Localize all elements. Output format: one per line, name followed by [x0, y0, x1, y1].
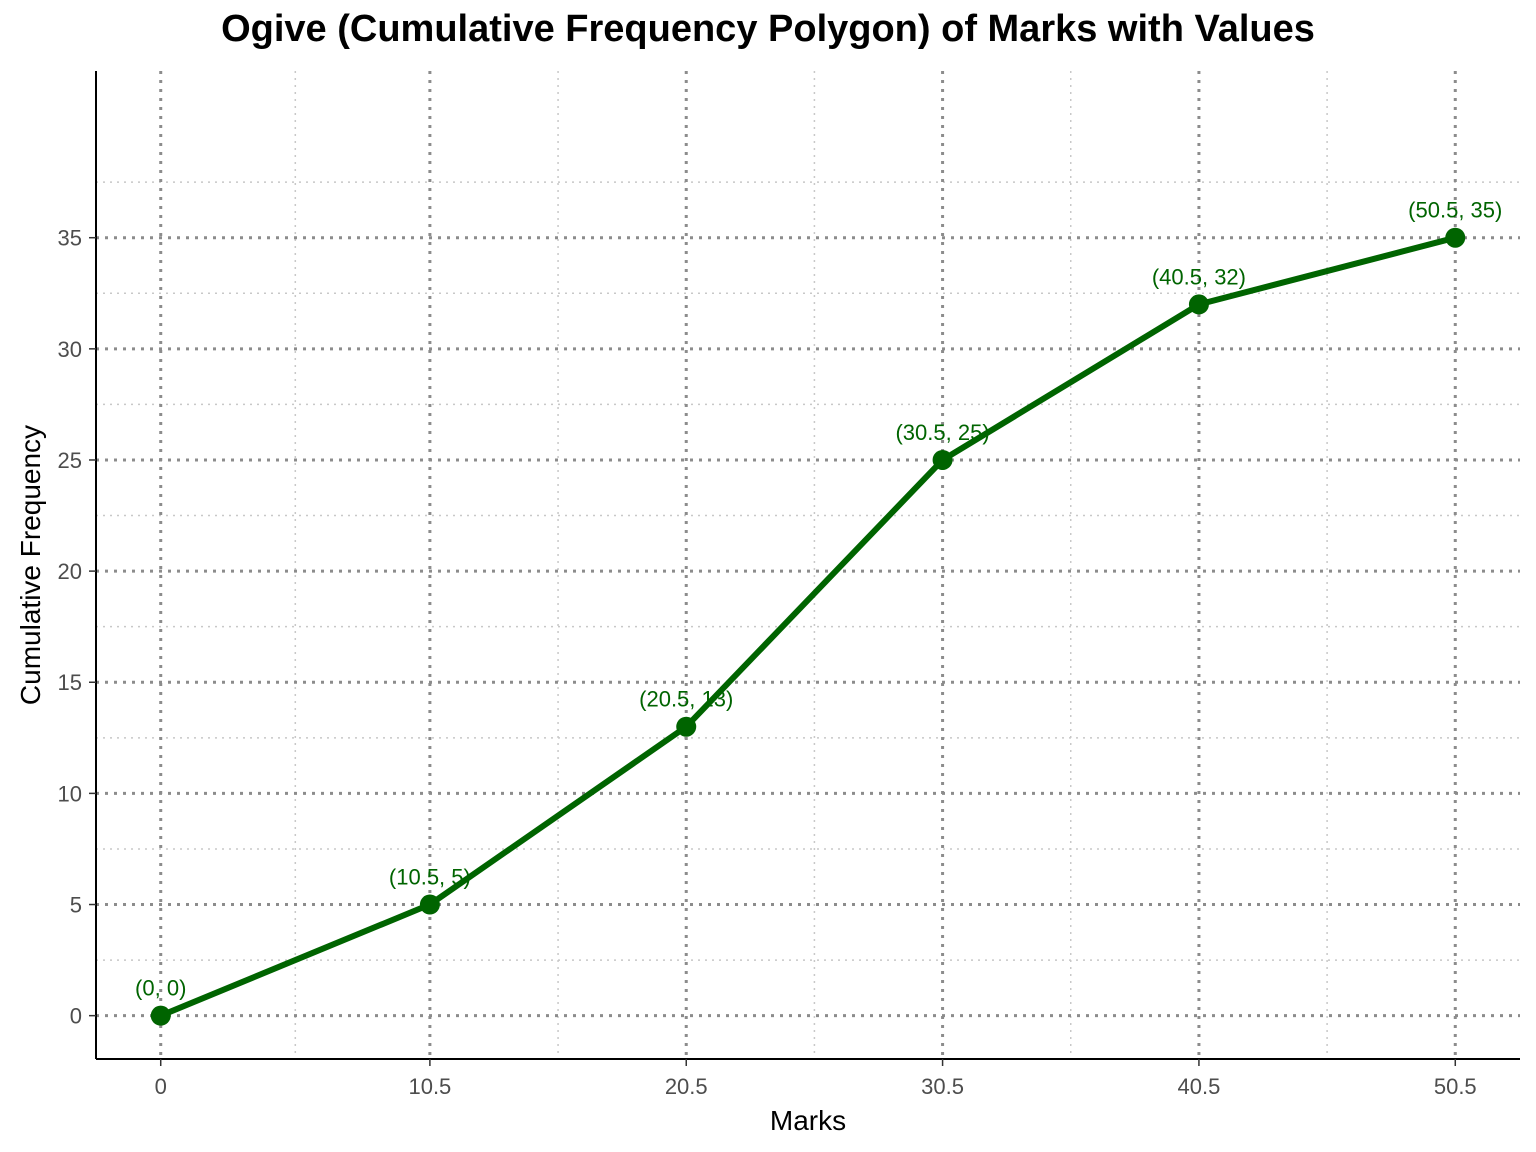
data-point-label: (30.5, 25) [895, 420, 989, 445]
y-axis-ticks: 0 5 10 15 20 25 30 35 [58, 226, 96, 1029]
x-axis-title: Marks [770, 1105, 846, 1136]
page-title: Ogive (Cumulative Frequency Polygon) of … [221, 8, 1315, 50]
data-point [419, 894, 440, 915]
y-tick-label: 25 [58, 448, 82, 473]
major-gridlines [96, 71, 1520, 1059]
cumulative-frequency-line [159, 234, 1457, 1019]
point-labels: (0, 0) (10.5, 5) (20.5, 13) (30.5, 25) (40.5… [135, 198, 1502, 1001]
y-tick-label: 30 [58, 337, 82, 362]
data-point [1188, 294, 1209, 315]
x-tick-label: 40.5 [1178, 1074, 1221, 1099]
minor-gridlines [96, 71, 1520, 1059]
y-tick-label: 15 [58, 670, 82, 695]
y-tick-label: 35 [58, 226, 82, 251]
data-point-label: (40.5, 32) [1152, 264, 1246, 289]
data-point [932, 449, 953, 470]
x-tick-label: 20.5 [665, 1074, 708, 1099]
y-tick-label: 0 [70, 1004, 82, 1029]
data-point-label: (50.5, 35) [1408, 198, 1502, 223]
data-point [676, 716, 697, 737]
x-tick-label: 10.5 [408, 1074, 451, 1099]
x-axis-ticks: 0 10.5 20.5 30.5 40.5 50.5 [155, 1059, 1477, 1099]
y-tick-label: 5 [70, 893, 82, 918]
data-point [1445, 227, 1466, 248]
data-point-label: (0, 0) [135, 976, 186, 1001]
data-point-label: (10.5, 5) [389, 865, 471, 890]
y-axis-title: Cumulative Frequency [15, 425, 46, 705]
data-point [150, 1005, 171, 1026]
x-tick-label: 0 [155, 1074, 167, 1099]
x-tick-label: 30.5 [921, 1074, 964, 1099]
data-points [150, 227, 1466, 1026]
x-tick-label: 50.5 [1434, 1074, 1477, 1099]
y-tick-label: 20 [58, 559, 82, 584]
y-tick-label: 10 [58, 781, 82, 806]
data-point-label: (20.5, 13) [639, 687, 733, 712]
